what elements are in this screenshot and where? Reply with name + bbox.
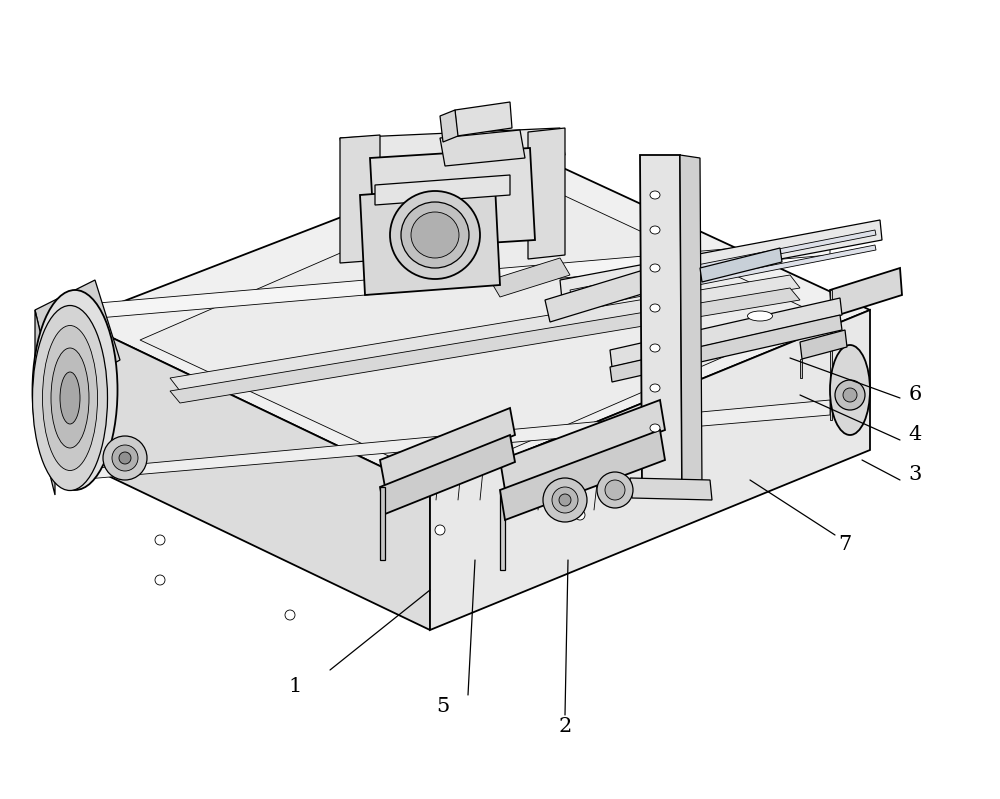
Polygon shape (35, 280, 120, 395)
Polygon shape (430, 310, 870, 630)
Text: 5: 5 (436, 697, 450, 715)
Polygon shape (640, 155, 682, 485)
Polygon shape (528, 128, 565, 259)
Ellipse shape (401, 202, 469, 268)
Circle shape (559, 494, 571, 506)
Ellipse shape (390, 191, 480, 279)
Polygon shape (340, 135, 380, 263)
Circle shape (575, 510, 585, 520)
Polygon shape (140, 175, 820, 480)
Polygon shape (380, 487, 385, 560)
Polygon shape (570, 245, 876, 310)
Ellipse shape (650, 384, 660, 392)
Polygon shape (170, 275, 800, 391)
Polygon shape (830, 290, 832, 420)
Text: 2: 2 (558, 717, 572, 736)
Circle shape (843, 388, 857, 402)
Ellipse shape (32, 290, 118, 490)
Text: 3: 3 (908, 466, 922, 484)
Polygon shape (340, 128, 565, 165)
Circle shape (155, 575, 165, 585)
Ellipse shape (650, 264, 660, 272)
Ellipse shape (60, 372, 80, 424)
Polygon shape (560, 220, 882, 300)
Polygon shape (800, 330, 847, 359)
Ellipse shape (650, 226, 660, 234)
Polygon shape (455, 102, 512, 136)
Ellipse shape (411, 212, 459, 258)
Polygon shape (440, 110, 458, 142)
Polygon shape (610, 298, 842, 367)
Polygon shape (360, 185, 500, 295)
Ellipse shape (650, 304, 660, 312)
Ellipse shape (650, 344, 660, 352)
Ellipse shape (51, 348, 89, 448)
Polygon shape (545, 268, 655, 322)
Ellipse shape (650, 424, 660, 432)
Polygon shape (680, 155, 702, 488)
Polygon shape (490, 258, 570, 297)
Ellipse shape (32, 305, 108, 491)
Polygon shape (630, 478, 712, 500)
Circle shape (155, 535, 165, 545)
Circle shape (112, 445, 138, 471)
Ellipse shape (650, 191, 660, 199)
Circle shape (285, 610, 295, 620)
Polygon shape (380, 408, 515, 487)
Circle shape (103, 436, 147, 480)
Text: 1: 1 (288, 677, 302, 695)
Text: 6: 6 (908, 385, 922, 404)
Polygon shape (440, 130, 525, 166)
Polygon shape (830, 268, 902, 317)
Polygon shape (800, 359, 802, 378)
Circle shape (119, 452, 131, 464)
Ellipse shape (748, 311, 772, 321)
Polygon shape (75, 148, 870, 490)
Polygon shape (500, 430, 665, 520)
Circle shape (835, 380, 865, 410)
Text: 4: 4 (908, 426, 922, 444)
Ellipse shape (42, 325, 98, 471)
Circle shape (543, 478, 587, 522)
Polygon shape (75, 400, 830, 480)
Polygon shape (500, 400, 665, 490)
Polygon shape (700, 248, 782, 282)
Circle shape (552, 487, 578, 513)
Polygon shape (375, 175, 510, 205)
Circle shape (605, 480, 625, 500)
Polygon shape (35, 310, 55, 495)
Text: 7: 7 (838, 535, 852, 555)
Polygon shape (75, 240, 830, 320)
Polygon shape (380, 435, 515, 514)
Polygon shape (610, 315, 842, 382)
Polygon shape (170, 288, 800, 403)
Polygon shape (500, 490, 505, 570)
Circle shape (597, 472, 633, 508)
Ellipse shape (830, 345, 870, 435)
Polygon shape (570, 230, 876, 295)
Circle shape (435, 525, 445, 535)
Polygon shape (370, 148, 535, 250)
Polygon shape (75, 320, 430, 630)
